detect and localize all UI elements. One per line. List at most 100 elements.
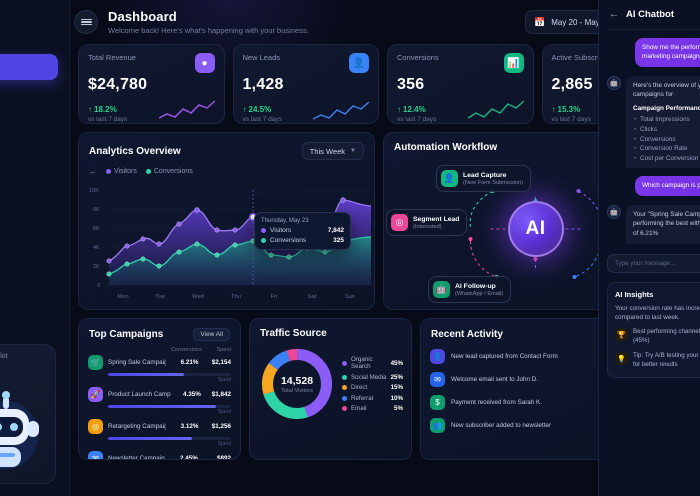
tooltip-row-visitors: Visitors 7,842 [261,227,344,234]
sidebar-item-automation[interactable]: Automation [0,148,58,170]
chat-title: AI Chatbot [626,9,675,20]
legend-value: 25% [390,373,403,381]
campaign-conversions: 3.12% [180,423,199,430]
view-all-button[interactable]: View All [193,328,230,341]
legend-item-conversions[interactable]: Conversions [145,168,193,175]
kpi-label: Active Subscribers [551,53,614,62]
sidebar-copilot-card[interactable]: Business copilot [0,344,56,484]
campaign-conversions: 6.21% [180,359,199,366]
legend-dot [145,169,151,174]
progress-bar-fill [108,373,185,376]
envelope-icon: ✉ [430,372,445,387]
sidebar-subtitle: Center [0,25,58,32]
sidebar-copilot-label: Business copilot [0,353,8,360]
kpi-value: 356 [397,76,425,93]
legend-label: Visitors [114,168,137,175]
tooltip-series-value: 7,842 [327,227,344,234]
traffic-legend-item[interactable]: Direct 15% [342,384,403,391]
insight-text: Best performing channel: Organic Search … [633,328,700,345]
legend-value: 5% [394,405,403,412]
traffic-legend-item[interactable]: Referral 10% [342,395,403,402]
user-check-icon: 👥 [430,418,445,433]
progress-bar-track [108,405,231,408]
campaign-name: Spring Sale Campaign [108,359,166,366]
panel-title: Recent Activity [431,329,503,340]
legend-dot [342,385,347,390]
kpi-comparison: vs last 7 days [551,116,591,123]
chat-message-bot: Here's the overview of your marketing ca… [626,75,700,169]
campaign-spent: $892 [216,455,231,460]
tooltip-series-value: 325 [333,237,344,244]
sparkline-chart [313,101,369,120]
campaign-name: Retargeting Campaign [108,423,166,430]
traffic-legend-item[interactable]: Organic Search 45% [342,356,403,370]
progress-bar-track [108,437,231,440]
sparkline-chart [467,100,524,119]
activity-text: New subscriber added to newsletter [451,422,552,429]
campaign-row[interactable]: 🛒 Spring Sale Campaign 6.21% $2,154 Spen… [79,353,240,385]
insight-text: Tip: Try A/B testing your email subject … [633,352,700,369]
kpi-card-total-revenue[interactable]: Total Revenue ● $24,780 ↑ 18.2% vs last 7… [78,44,225,124]
donut-chart[interactable]: 14,528 Total Visitors [258,345,336,423]
arrow-left-icon[interactable]: ← [89,167,97,176]
insights-body: Your conversion rate has increased by 12… [615,304,700,321]
timeframe-select[interactable]: This Week ▼ [301,142,364,160]
svg-text:Fri: Fri [271,294,278,300]
insight-row: 🏆 Best performing channel: Organic Searc… [615,328,700,346]
campaign-conversions: 4.35% [182,391,201,398]
node-title: Segment Lead [413,215,460,223]
kpi-comparison: vs last 7 days [88,116,128,123]
hamburger-icon[interactable] [74,10,98,34]
ai-core-node[interactable]: AI [507,201,564,257]
workflow-node-segment-lead[interactable]: ◎ Segment Lead (Interested) [386,209,468,236]
robot-icon: 🤖 [607,75,621,90]
chat-message-bot-wrap: 🤖 Your "Spring Sale Campaign" is perform… [607,204,700,244]
sidebar-item-campaigns[interactable]: Campaigns [0,220,58,242]
workflow-node-lead-capture[interactable]: 👤 Lead Capture (New Form Submission) [436,165,531,192]
target-icon: ◎ [391,214,408,231]
kpi-label: New Leads [242,53,281,62]
kpi-card-new-leads[interactable]: New Leads 👤 1,428 ↑ 24.5% vs last 7 days [232,44,379,124]
panel-title: Top Campaigns [89,329,164,340]
chat-bot-item: Conversion Rate [634,144,700,154]
insights-title: AI Insights [615,289,654,299]
calendar-icon: 📅 [534,16,546,27]
kpi-label: Conversions [397,53,439,62]
kpi-delta: ↑ 24.5% [242,105,272,114]
legend-item-visitors[interactable]: Visitors [106,168,137,175]
kpi-comparison: vs last 7 days [397,116,437,123]
legend-dot [106,169,111,174]
chat-bot-heading: Campaign Performance [633,104,700,112]
dollar-icon: $ [430,395,445,410]
svg-text:2K: 2K [93,264,100,270]
campaign-spent: $1,842 [211,391,231,398]
analytics-chart[interactable]: 10K 8K 6K 4K 2K 0 [79,176,374,308]
user-add-icon: 👤 [430,349,445,364]
campaign-row[interactable]: 🚀 Product Launch Campaign 4.35% $1,842 S… [79,385,240,417]
legend-label: Conversions [153,168,193,175]
donut-center: 14,528 Total Visitors [258,345,336,423]
kpi-delta: ↑ 18.2% [88,105,117,114]
sidebar-item-email[interactable]: Email [0,118,58,140]
panel-title: Analytics Overview [89,145,181,157]
sidebar-item-contact[interactable]: Contact [0,88,58,110]
campaign-row[interactable]: ✉ Newsletter Campaign 2.45% $892 Spent [79,449,240,460]
chat-message-bot-wrap: 🤖 Here's the overview of your marketing … [607,75,700,169]
traffic-legend-item[interactable]: Social Media 25% [342,374,403,381]
chat-input[interactable]: Type your message... [607,253,700,273]
kpi-card-conversions[interactable]: Conversions 📊 356 ↑ 12.4% vs last 7 days [387,44,534,124]
sidebar-item-dashboard[interactable]: Dashboard [0,54,58,80]
node-subtitle: (Interested) [413,223,442,230]
svg-text:10K: 10K [89,188,99,194]
top-campaigns-panel: Top Campaigns View All Conversions Spent… [78,318,241,460]
activity-text: Payment received from Sarah K. [451,399,542,406]
campaign-row[interactable]: ◎ Retargeting Campaign 3.12% $1,256 Spen… [79,417,240,449]
envelope-icon: ✉ [88,451,103,459]
arrow-left-icon[interactable]: ← [609,9,619,20]
traffic-legend-item[interactable]: Email 5% [342,405,403,412]
workflow-node-ai-follow-up[interactable]: 🤖 AI Follow-up (WhatsApp / Email) [428,276,512,303]
spent-label: Spent [217,409,231,415]
kpi-delta: ↑ 15.3% [551,105,581,114]
sidebar-item-reports[interactable]: Reports [0,190,58,212]
campaign-name: Product Launch Campaign [108,391,171,398]
